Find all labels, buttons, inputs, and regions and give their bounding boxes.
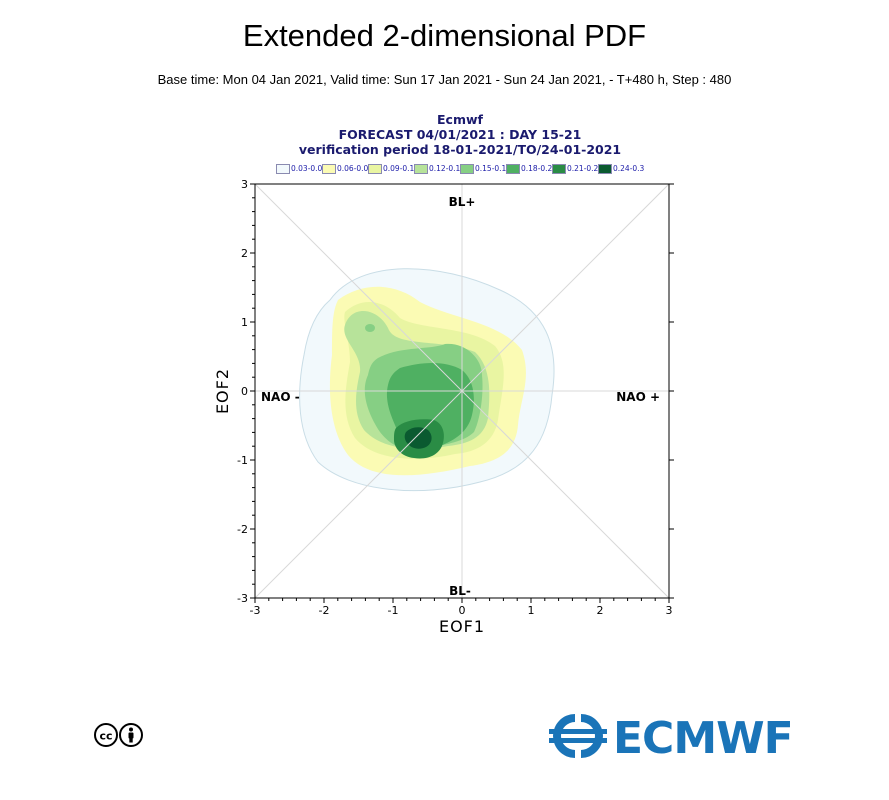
y-tick-label: 0 xyxy=(241,385,248,398)
y-tick-label: 2 xyxy=(241,247,248,260)
x-tick-label: 2 xyxy=(597,604,604,617)
chart-source-label: Ecmwf xyxy=(437,112,483,127)
legend: 0.03-0.06 0.06-0.09 0.09-0.12 0.12-0.15 0.15… xyxy=(276,162,644,175)
legend-label: 0.09-0.12 xyxy=(383,164,414,173)
x-tick-label: 3 xyxy=(666,604,673,617)
grid-line xyxy=(254,183,670,599)
x-tick-label: 0 xyxy=(459,604,466,617)
legend-item: 0.21-0.24 xyxy=(552,163,598,174)
legend-item: 0.18-0.21 xyxy=(506,163,552,174)
legend-swatch xyxy=(506,163,520,174)
legend-swatch xyxy=(368,163,382,174)
legend-swatch xyxy=(276,163,290,174)
cc-by-license-icon: cc xyxy=(94,722,144,753)
legend-item: 0.06-0.09 xyxy=(322,163,368,174)
density-contour xyxy=(404,427,432,449)
y-axis-label: EOF2 xyxy=(213,368,232,414)
ecmwf-logo: ECMWF xyxy=(545,712,797,765)
quadrant-label-top: BL+ xyxy=(449,195,476,209)
quadrant-label-left: NAO - xyxy=(261,390,300,404)
legend-item: 0.12-0.15 xyxy=(414,163,460,174)
legend-label: 0.24-0.37 xyxy=(613,164,644,173)
legend-item: 0.15-0.18 xyxy=(460,163,506,174)
legend-label: 0.18-0.21 xyxy=(521,164,552,173)
x-tick-label: -1 xyxy=(388,604,399,617)
chart-forecast-label: FORECAST 04/01/2021 : DAY 15-21 xyxy=(338,127,582,142)
y-tick-label: 3 xyxy=(241,178,248,191)
x-tick-label: -2 xyxy=(319,604,330,617)
legend-item: 0.24-0.37 xyxy=(598,163,644,174)
y-tick-label: -3 xyxy=(237,592,248,605)
y-tick-label: -2 xyxy=(237,523,248,536)
svg-text:cc: cc xyxy=(99,730,112,743)
legend-swatch xyxy=(322,163,336,174)
quadrant-label-right: NAO + xyxy=(616,390,660,404)
legend-label: 0.03-0.06 xyxy=(291,164,322,173)
x-tick-label: 1 xyxy=(528,604,535,617)
density-contour xyxy=(365,324,375,332)
legend-label: 0.15-0.18 xyxy=(475,164,506,173)
ecmwf-wordmark: ECMWF xyxy=(613,713,793,760)
legend-label: 0.21-0.24 xyxy=(567,164,598,173)
legend-swatch xyxy=(598,163,612,174)
quadrant-label-bottom: BL- xyxy=(449,584,471,598)
legend-item: 0.03-0.06 xyxy=(276,163,322,174)
legend-label: 0.12-0.15 xyxy=(429,164,460,173)
chart-verification-label: verification period 18-01-2021/TO/24-01-… xyxy=(298,142,622,157)
legend-swatch xyxy=(552,163,566,174)
y-tick-label: -1 xyxy=(237,454,248,467)
legend-swatch xyxy=(414,163,428,174)
x-axis-label: EOF1 xyxy=(439,617,485,636)
legend-swatch xyxy=(460,163,474,174)
page-subtitle: Base time: Mon 04 Jan 2021, Valid time: … xyxy=(157,72,732,87)
y-tick-label: 1 xyxy=(241,316,248,329)
legend-item: 0.09-0.12 xyxy=(368,163,414,174)
page-title: Extended 2-dimensional PDF xyxy=(242,18,647,53)
x-tick-label: -3 xyxy=(250,604,261,617)
legend-label: 0.06-0.09 xyxy=(337,164,368,173)
